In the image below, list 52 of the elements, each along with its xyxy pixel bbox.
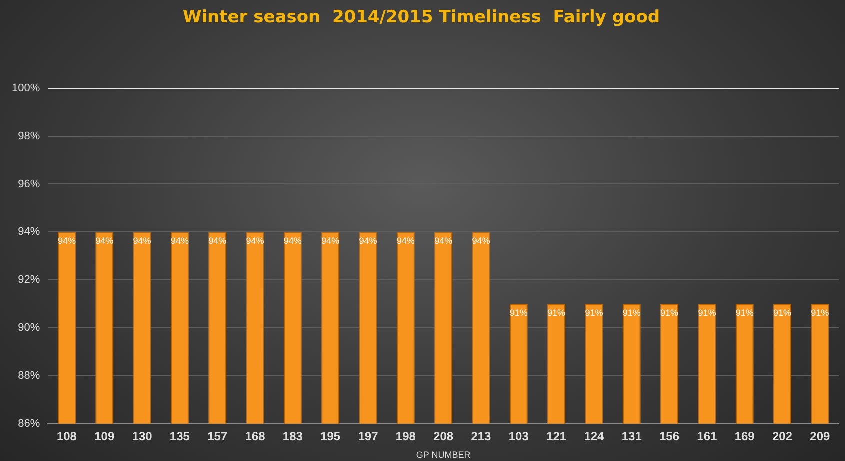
x-tick-label: 131 (622, 429, 642, 444)
y-tick-label: 96% (18, 178, 40, 190)
x-tick-label: 109 (94, 429, 115, 444)
data-label: 91% (585, 308, 604, 318)
x-tick-label: 124 (584, 429, 605, 444)
x-tick-label: 157 (208, 429, 228, 444)
data-label: 91% (510, 308, 528, 318)
x-tick-label: 168 (245, 429, 266, 444)
y-tick-label: 98% (18, 130, 40, 142)
data-label: 94% (208, 236, 227, 246)
x-tick-label: 209 (810, 429, 830, 444)
x-tick-label: 161 (697, 429, 718, 444)
x-axis-title: GP NUMBER (416, 450, 472, 460)
data-label: 94% (434, 236, 453, 246)
x-tick-label: 135 (170, 429, 190, 444)
y-tick-label: 94% (18, 226, 40, 238)
data-label: 94% (133, 236, 152, 246)
data-label: 91% (811, 308, 830, 318)
x-tick-label: 183 (282, 429, 304, 444)
data-label: 94% (284, 236, 302, 246)
y-tick-label: 88% (18, 370, 40, 382)
x-tick-label: 197 (358, 429, 379, 444)
y-tick-label: 90% (18, 322, 40, 334)
x-tick-label: 198 (396, 429, 416, 444)
x-tick-label: 130 (132, 429, 153, 444)
data-label: 91% (548, 308, 566, 318)
chart-title: Winter season 2014/2015 Timeliness Fairly good (182, 8, 660, 28)
data-label: 94% (472, 236, 490, 246)
data-label: 94% (170, 236, 189, 246)
y-tick-label: 92% (18, 274, 40, 286)
data-label: 94% (396, 236, 415, 246)
x-tick-label: 195 (320, 429, 341, 444)
x-tick-label: 103 (508, 429, 530, 444)
x-tick-label: 169 (734, 429, 756, 444)
x-tick-label: 202 (772, 429, 793, 444)
data-label: 91% (698, 308, 716, 318)
x-tick-label: 108 (56, 429, 78, 444)
x-tick-label: 208 (434, 429, 454, 444)
data-label: 94% (359, 236, 378, 246)
data-label: 94% (58, 236, 76, 246)
data-label: 91% (622, 308, 641, 318)
x-tick-label: 156 (660, 429, 680, 444)
y-tick-label: 86% (18, 418, 40, 430)
data-label: 91% (660, 308, 679, 318)
data-label: 94% (246, 236, 264, 246)
data-label: 94% (322, 236, 340, 246)
data-label: 94% (96, 236, 114, 246)
data-label: 91% (736, 308, 754, 318)
x-tick-label: 213 (471, 429, 492, 444)
x-tick-label: 121 (546, 429, 567, 444)
data-label: 91% (774, 308, 792, 318)
y-tick-label: 100% (12, 82, 40, 94)
